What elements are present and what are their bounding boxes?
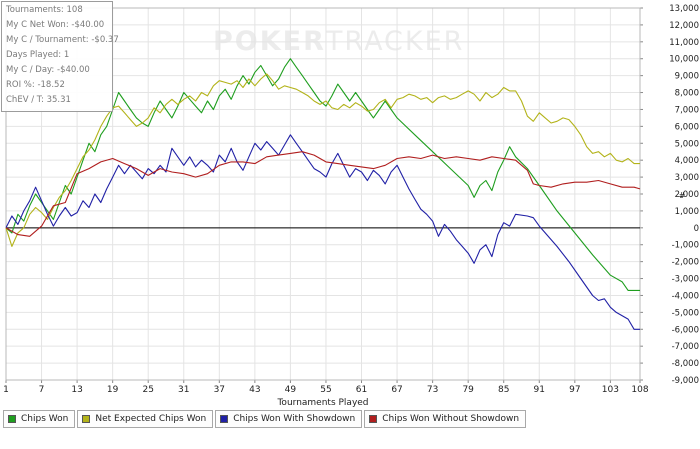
y-tick-label: 9,000 xyxy=(675,72,699,82)
x-tick-label: 79 xyxy=(462,385,474,395)
y-tick-label: -4,000 xyxy=(672,291,699,301)
x-tick-label: 85 xyxy=(498,385,509,395)
y-tick-label: 12,000 xyxy=(669,21,699,31)
y-tick-label: -9,000 xyxy=(672,376,699,386)
stat-line: My C / Tournament: -$0.37 xyxy=(6,35,119,45)
right-axis-unit: # xyxy=(679,191,686,200)
stat-line: My C Net Won: -$40.00 xyxy=(6,20,105,30)
series-line-chips-won xyxy=(5,58,640,291)
plot-frame xyxy=(5,7,641,381)
stats-box: Tournaments: 108 My C Net Won: -$40.00 My … xyxy=(1,1,119,112)
y-tick-label: 10,000 xyxy=(669,55,699,65)
stat-line: Tournaments: 108 xyxy=(6,5,83,15)
y-tick-label: 11,000 xyxy=(669,38,699,48)
legend-label: Chips Won Without Showdown xyxy=(382,414,520,424)
y-tick-label: 8,000 xyxy=(675,89,699,99)
stat-line: ROI %: -18.52 xyxy=(6,80,65,90)
y-tick-label: 4,000 xyxy=(675,156,699,166)
x-tick-label: 25 xyxy=(142,385,153,395)
y-tick-label: 5,000 xyxy=(675,139,699,149)
y-tick-label: -5,000 xyxy=(672,308,699,318)
legend-item[interactable]: Chips Won Without Showdown xyxy=(364,410,527,428)
x-tick-label: 37 xyxy=(214,385,225,395)
x-tick-label: 31 xyxy=(178,385,189,395)
y-tick-label: 3,000 xyxy=(675,173,699,183)
series-line-chips-won-with-showdown xyxy=(5,134,640,330)
y-tick-label: 13,000 xyxy=(669,4,699,14)
legend-swatch xyxy=(82,415,91,423)
x-tick-label: 1 xyxy=(3,385,9,395)
x-tick-label: 7 xyxy=(39,385,45,395)
y-tick-label: -7,000 xyxy=(672,342,699,352)
y-tick-label: 6,000 xyxy=(675,122,699,132)
x-tick-label: 49 xyxy=(285,385,297,395)
series-line-chips-won-without-showdown xyxy=(5,151,641,237)
x-tick-label: 73 xyxy=(427,385,438,395)
stat-line: My C / Day: -$40.00 xyxy=(6,65,90,75)
legend-label: Net Expected Chips Won xyxy=(95,414,207,424)
legend-swatch xyxy=(8,415,16,423)
x-tick-label: 97 xyxy=(569,385,580,395)
legend-swatch xyxy=(369,415,378,423)
x-tick-label: 103 xyxy=(602,385,619,395)
x-tick-label: 67 xyxy=(391,385,402,395)
legend-label: Chips Won With Showdown xyxy=(233,414,356,424)
legend-item[interactable]: Chips Won With Showdown xyxy=(215,410,363,428)
x-tick-label: 61 xyxy=(356,385,367,395)
legend-item[interactable]: Chips Won xyxy=(3,410,76,428)
x-tick-label: 19 xyxy=(107,385,119,395)
x-tick-label: 13 xyxy=(71,385,82,395)
y-tick-label: -1,000 xyxy=(672,241,699,251)
x-tick-label: 91 xyxy=(534,385,545,395)
x-tick-label: 55 xyxy=(320,385,331,395)
x-tick-label: 108 xyxy=(631,385,648,395)
legend-swatch xyxy=(220,415,229,423)
stat-line: Days Played: 1 xyxy=(6,50,70,60)
y-tick-label: 7,000 xyxy=(675,105,699,115)
x-tick-label: 43 xyxy=(249,385,260,395)
legend-label: Chips Won xyxy=(21,414,69,424)
y-tick-label: 2,000 xyxy=(675,190,699,200)
y-tick-label: 0 xyxy=(694,224,699,234)
stat-line: ChEV / T: 35.31 xyxy=(6,95,71,105)
y-tick-label: -6,000 xyxy=(672,325,699,335)
y-tick-label: 1,000 xyxy=(675,207,699,217)
y-tick-label: -8,000 xyxy=(672,359,699,369)
x-axis-label: Tournaments Played xyxy=(276,398,368,408)
chart-legend: Chips Won Net Expected Chips Won Chips Won… xyxy=(3,410,527,430)
y-tick-label: -3,000 xyxy=(672,275,699,285)
legend-item[interactable]: Net Expected Chips Won xyxy=(77,410,214,428)
y-tick-label: -2,000 xyxy=(672,258,699,268)
